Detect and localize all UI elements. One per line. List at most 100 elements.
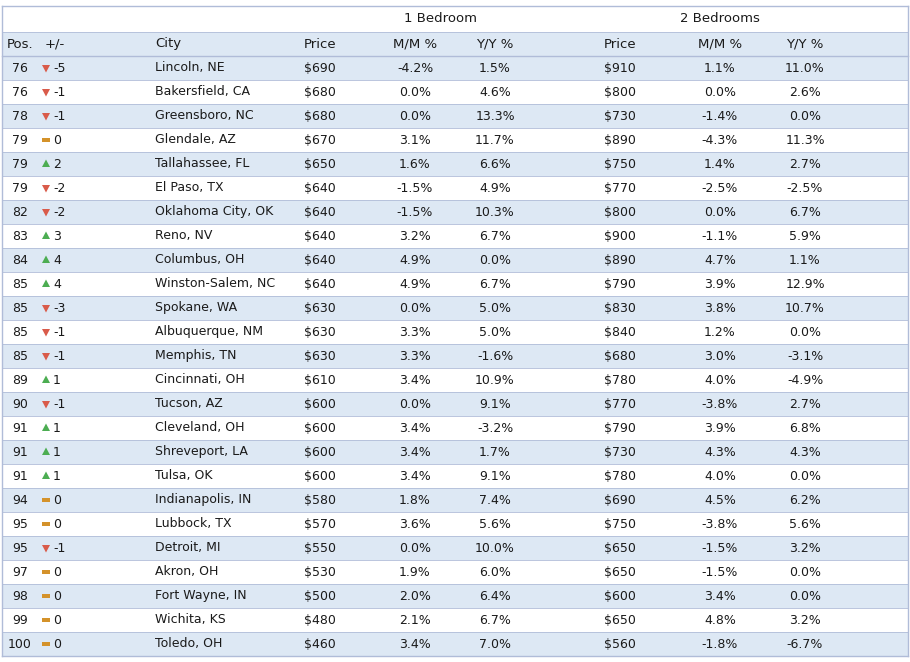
Text: $690: $690 xyxy=(304,62,336,75)
Text: Lubbock, TX: Lubbock, TX xyxy=(155,518,232,530)
Polygon shape xyxy=(42,471,50,479)
Text: Price: Price xyxy=(304,38,337,50)
Bar xyxy=(2,104,908,128)
Text: 3.0%: 3.0% xyxy=(704,350,736,363)
Text: 3.1%: 3.1% xyxy=(399,134,430,146)
Text: $640: $640 xyxy=(304,277,336,291)
Text: 3.4%: 3.4% xyxy=(399,446,430,459)
Polygon shape xyxy=(42,329,50,336)
Text: Price: Price xyxy=(603,38,636,50)
Text: 0: 0 xyxy=(53,134,61,146)
Polygon shape xyxy=(42,424,50,431)
Text: -4.2%: -4.2% xyxy=(397,62,433,75)
Text: 0.0%: 0.0% xyxy=(399,397,431,410)
Text: Indianapolis, IN: Indianapolis, IN xyxy=(155,493,251,506)
Text: Albuquerque, NM: Albuquerque, NM xyxy=(155,326,263,338)
Text: 1.6%: 1.6% xyxy=(399,158,430,171)
Text: 95: 95 xyxy=(12,542,28,555)
Text: 4.8%: 4.8% xyxy=(704,614,736,626)
Text: Winston-Salem, NC: Winston-Salem, NC xyxy=(155,277,275,291)
Text: 5.0%: 5.0% xyxy=(479,326,511,338)
Text: 0.0%: 0.0% xyxy=(789,469,821,483)
Text: 13.3%: 13.3% xyxy=(475,109,515,122)
Text: Oklahoma City, OK: Oklahoma City, OK xyxy=(155,205,273,218)
Text: M/M %: M/M % xyxy=(698,38,742,50)
Text: 6.2%: 6.2% xyxy=(789,493,821,506)
Text: 6.7%: 6.7% xyxy=(479,277,511,291)
Bar xyxy=(42,138,50,142)
Text: $600: $600 xyxy=(604,589,636,602)
Text: $570: $570 xyxy=(304,518,336,530)
Text: 5.6%: 5.6% xyxy=(789,518,821,530)
Text: $600: $600 xyxy=(304,397,336,410)
Text: 1: 1 xyxy=(53,446,61,459)
Text: Tulsa, OK: Tulsa, OK xyxy=(155,469,213,483)
Text: 0: 0 xyxy=(53,493,61,506)
Text: $900: $900 xyxy=(604,230,636,242)
Text: -6.7%: -6.7% xyxy=(787,638,824,651)
Text: -1: -1 xyxy=(53,542,66,555)
Text: $750: $750 xyxy=(604,518,636,530)
Text: $630: $630 xyxy=(304,350,336,363)
Text: 83: 83 xyxy=(12,230,28,242)
Polygon shape xyxy=(42,256,50,263)
Text: 78: 78 xyxy=(12,109,28,122)
Text: 3.6%: 3.6% xyxy=(399,518,430,530)
Text: $790: $790 xyxy=(604,277,636,291)
Text: 79: 79 xyxy=(12,134,28,146)
Text: 100: 100 xyxy=(8,638,32,651)
Text: 0.0%: 0.0% xyxy=(399,542,431,555)
Text: 6.7%: 6.7% xyxy=(479,614,511,626)
Text: 95: 95 xyxy=(12,518,28,530)
Text: 0.0%: 0.0% xyxy=(479,254,511,267)
Text: 0.0%: 0.0% xyxy=(399,109,431,122)
Bar xyxy=(2,6,908,32)
Text: 0: 0 xyxy=(53,638,61,651)
Text: 1.4%: 1.4% xyxy=(704,158,736,171)
Bar xyxy=(42,594,50,598)
Polygon shape xyxy=(42,375,50,383)
Text: $800: $800 xyxy=(604,85,636,99)
Text: -1.5%: -1.5% xyxy=(702,542,738,555)
Text: 3.2%: 3.2% xyxy=(789,542,821,555)
Text: $780: $780 xyxy=(604,469,636,483)
Text: -3.8%: -3.8% xyxy=(702,518,738,530)
Text: Wichita, KS: Wichita, KS xyxy=(155,614,226,626)
Text: Shreveport, LA: Shreveport, LA xyxy=(155,446,248,459)
Text: -1: -1 xyxy=(53,109,66,122)
Text: 3.4%: 3.4% xyxy=(399,469,430,483)
Text: 3.9%: 3.9% xyxy=(704,277,736,291)
Bar xyxy=(42,618,50,622)
Text: -1.1%: -1.1% xyxy=(702,230,738,242)
Text: Greensboro, NC: Greensboro, NC xyxy=(155,109,254,122)
Text: $610: $610 xyxy=(304,373,336,387)
Text: 89: 89 xyxy=(12,373,28,387)
Text: $680: $680 xyxy=(304,109,336,122)
Text: 9.1%: 9.1% xyxy=(480,397,511,410)
Text: 91: 91 xyxy=(12,469,28,483)
Text: $800: $800 xyxy=(604,205,636,218)
Text: -3: -3 xyxy=(53,301,66,314)
Polygon shape xyxy=(42,232,50,239)
Text: $630: $630 xyxy=(304,301,336,314)
Text: -1.5%: -1.5% xyxy=(397,181,433,195)
Text: 4.3%: 4.3% xyxy=(789,446,821,459)
Bar xyxy=(2,440,908,464)
Text: 4.3%: 4.3% xyxy=(704,446,736,459)
Bar xyxy=(42,498,50,502)
Text: Bakersfield, CA: Bakersfield, CA xyxy=(155,85,250,99)
Text: 3.4%: 3.4% xyxy=(399,373,430,387)
Text: 10.9%: 10.9% xyxy=(475,373,515,387)
Bar xyxy=(2,176,908,200)
Text: 4.5%: 4.5% xyxy=(704,493,736,506)
Text: 4.9%: 4.9% xyxy=(399,277,430,291)
Text: Tallahassee, FL: Tallahassee, FL xyxy=(155,158,249,171)
Text: 0: 0 xyxy=(53,589,61,602)
Text: $580: $580 xyxy=(304,493,336,506)
Text: $460: $460 xyxy=(304,638,336,651)
Bar xyxy=(2,200,908,224)
Text: 1: 1 xyxy=(53,373,61,387)
Text: $650: $650 xyxy=(304,158,336,171)
Text: 3.4%: 3.4% xyxy=(399,638,430,651)
Bar xyxy=(2,584,908,608)
